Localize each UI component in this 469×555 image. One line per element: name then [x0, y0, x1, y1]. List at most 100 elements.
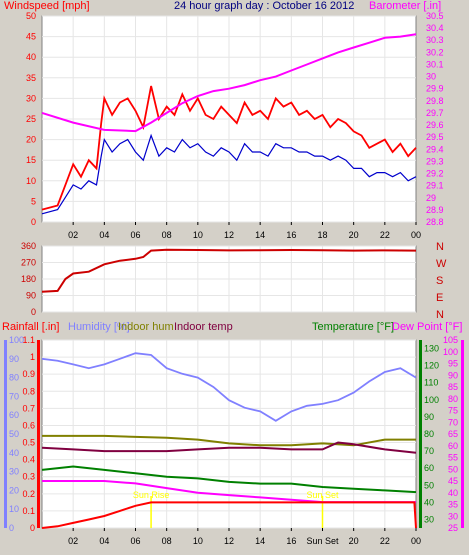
dew-point-y-tick-label: 50 [448, 464, 458, 474]
dew-point-y-tick-label: 55 [448, 453, 458, 463]
barometer-y-tick-label: 29.4 [426, 144, 444, 154]
barometer-y-tick-label: 30.2 [426, 47, 444, 57]
temperature-y-tick-label: 40 [424, 497, 434, 507]
wind-average-series [41, 133, 417, 215]
sun-marker-label: Sun Rise [133, 490, 170, 500]
temperature-y-tick-label: 60 [424, 463, 434, 473]
direction-compass-label: N [436, 241, 444, 253]
dew-point-y-tick-label: 40 [448, 488, 458, 498]
humidity-legend-label: Humidity [%] [68, 321, 130, 333]
climate-x-tick-label: 14 [255, 536, 265, 546]
wind-y-tick-label: 0 [31, 217, 36, 227]
barometer-y-tick-label: 29.1 [426, 181, 444, 191]
dew-point-y-tick-label: 70 [448, 417, 458, 427]
wind-x-tick-label: 22 [380, 230, 390, 240]
temperature-y-tick-label: 100 [424, 395, 439, 405]
rainfall-y-tick-label: 1.1 [22, 335, 35, 345]
climate-x-tick-label: 04 [99, 536, 109, 546]
dew-point-y-tick-label: 60 [448, 441, 458, 451]
humidity-series [41, 352, 417, 422]
wind-x-tick-label: 20 [349, 230, 359, 240]
dew-point-y-tick-label: 95 [448, 359, 458, 369]
humidity-y-tick-label: 80 [9, 373, 19, 383]
wind-x-tick-label: 14 [255, 230, 265, 240]
humidity-y-tick-label: 50 [9, 429, 19, 439]
dew-point-y-tick-label: 30 [448, 511, 458, 521]
wind-direction-series [41, 248, 417, 293]
climate-x-tick-label: 22 [380, 536, 390, 546]
direction-y-tick-label: 270 [21, 258, 36, 268]
climate-x-tick-label: Sun Set [306, 536, 339, 546]
temperature-legend-label: Temperature [°F] [312, 321, 394, 333]
temperature-y-tick-label: 120 [424, 361, 439, 371]
wind-y-tick-label: 40 [26, 52, 36, 62]
wind-y-tick-label: 30 [26, 93, 36, 103]
rainfall-y-tick-label: 0.3 [22, 472, 35, 482]
dew-point-y-tick-label: 35 [448, 500, 458, 510]
temperature-y-tick-label: 30 [424, 514, 434, 524]
barometer-y-tick-label: 29.2 [426, 169, 444, 179]
dew-point-y-tick-label: 100 [443, 347, 458, 357]
rainfall-y-tick-label: 0.2 [22, 489, 35, 499]
barometer-y-tick-label: 29.9 [426, 84, 444, 94]
direction-compass-label: S [436, 275, 443, 287]
dew-point-y-tick-label: 25 [448, 523, 458, 533]
rainfall-y-tick-label: 0.6 [22, 420, 35, 430]
indoor-temperature-series [41, 441, 417, 454]
sun-marker-label: Sun Set [306, 490, 339, 500]
barometer-y-tick-label: 28.8 [426, 217, 444, 227]
wind-axis-label: Windspeed [mph] [4, 0, 90, 12]
direction-compass-label: W [436, 258, 447, 270]
barometer-y-tick-label: 29.8 [426, 96, 444, 106]
dew-point-y-tick-label: 85 [448, 382, 458, 392]
barometer-y-tick-label: 30.1 [426, 59, 444, 69]
climate-x-tick-label: 10 [193, 536, 203, 546]
climate-x-tick-label: 16 [286, 536, 296, 546]
humidity-y-tick-label: 90 [9, 354, 19, 364]
humidity-y-tick-label: 0 [9, 523, 14, 533]
barometer-series [41, 33, 417, 133]
barometer-y-tick-label: 30 [426, 72, 436, 82]
rainfall-axis-bar [37, 340, 40, 528]
temperature-y-tick-label: 90 [424, 412, 434, 422]
indoor-hum-legend-label: Indoor hum [118, 321, 174, 333]
wind-x-tick-label: 12 [224, 230, 234, 240]
wind-y-tick-label: 45 [26, 32, 36, 42]
wind-x-tick-label: 02 [68, 230, 78, 240]
climate-x-tick-label: 02 [68, 536, 78, 546]
dew-point-y-tick-label: 45 [448, 476, 458, 486]
barometer-y-tick-label: 30.5 [426, 11, 444, 21]
dew-point-y-tick-label: 105 [443, 335, 458, 345]
rainfall-y-tick-label: 0.4 [22, 455, 35, 465]
temperature-y-tick-label: 50 [424, 480, 434, 490]
rainfall-y-tick-label: 0.8 [22, 386, 35, 396]
climate-x-tick-label: 12 [224, 536, 234, 546]
wind-x-tick-label: 06 [130, 230, 140, 240]
climate-x-tick-label: 20 [349, 536, 359, 546]
wind-y-tick-label: 10 [26, 176, 36, 186]
barometer-y-tick-label: 30.3 [426, 35, 444, 45]
humidity-y-tick-label: 60 [9, 410, 19, 420]
wind-x-tick-label: 16 [286, 230, 296, 240]
barometer-y-tick-label: 29.7 [426, 108, 444, 118]
humidity-axis-bar [4, 340, 7, 528]
barometer-y-tick-label: 29 [426, 193, 436, 203]
humidity-y-tick-label: 100 [9, 335, 24, 345]
temperature-y-tick-label: 80 [424, 429, 434, 439]
indoor-temp-legend-label: Indoor temp [174, 321, 233, 333]
dew-point-y-tick-label: 80 [448, 394, 458, 404]
wind-x-tick-label: 18 [317, 230, 327, 240]
humidity-y-tick-label: 30 [9, 467, 19, 477]
wind-y-tick-label: 50 [26, 11, 36, 21]
wind-gust-series [41, 85, 417, 211]
rainfall-y-tick-label: 0.1 [22, 506, 35, 516]
temperature-y-tick-label: 110 [424, 378, 438, 388]
direction-y-tick-label: 360 [21, 241, 36, 251]
direction-compass-label: E [436, 292, 443, 304]
direction-y-tick-label: 180 [21, 274, 36, 284]
temperature-axis-bar [419, 340, 422, 528]
humidity-y-tick-label: 70 [9, 391, 19, 401]
rainfall-series [41, 501, 417, 529]
climate-x-tick-label: 06 [130, 536, 140, 546]
